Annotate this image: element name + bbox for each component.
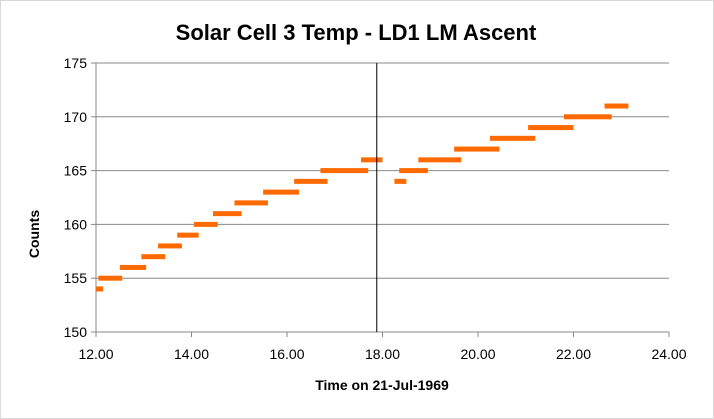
x-tick-label: 22.00 — [556, 346, 591, 362]
chart-title: Solar Cell 3 Temp - LD1 LM Ascent — [176, 20, 537, 45]
data-segment-20 — [604, 103, 629, 109]
y-tick-label: 155 — [64, 270, 88, 286]
tick-labels: 150 155 160 165 170 175 12.00 14.00 16.00 18.00 20… — [64, 55, 687, 362]
data-segment-13 — [394, 178, 407, 184]
data-segment-10 — [294, 178, 328, 184]
data-segment-17 — [489, 135, 536, 141]
data-segment-12 — [361, 157, 383, 163]
y-tick-label: 170 — [64, 109, 88, 125]
y-tick-label: 165 — [64, 163, 88, 179]
data-segment-3 — [141, 254, 166, 260]
data-segment-18 — [528, 125, 574, 131]
y-tick-label: 160 — [64, 216, 88, 232]
data-segment-5 — [177, 232, 199, 238]
gridlines — [96, 62, 669, 279]
data-segment-11 — [320, 168, 369, 174]
x-tick-label: 24.00 — [651, 346, 686, 362]
x-axis-title: Time on 21-Jul-1969 — [315, 377, 449, 393]
y-tick-label: 150 — [64, 324, 88, 340]
data-segment-15 — [418, 157, 462, 163]
x-tick-label: 20.00 — [460, 346, 495, 362]
data-segment-19 — [563, 114, 612, 120]
data-segment-1 — [98, 275, 123, 281]
y-axis-title: Counts — [26, 210, 42, 258]
data-marks — [96, 103, 629, 292]
data-segment-7 — [212, 211, 242, 217]
data-segment-14 — [399, 168, 428, 174]
data-segment-2 — [119, 264, 147, 270]
x-tick-label: 14.00 — [174, 346, 209, 362]
data-segment-8 — [234, 200, 268, 206]
data-segment-9 — [263, 189, 299, 195]
y-tick-label: 175 — [64, 55, 88, 71]
x-tick-label: 12.00 — [78, 346, 113, 362]
x-tick-label: 16.00 — [269, 346, 304, 362]
data-segment-6 — [193, 221, 218, 227]
x-tick-label: 18.00 — [365, 346, 400, 362]
data-segment-16 — [454, 146, 500, 152]
data-segment-4 — [158, 243, 182, 249]
data-segment-0 — [96, 286, 104, 292]
